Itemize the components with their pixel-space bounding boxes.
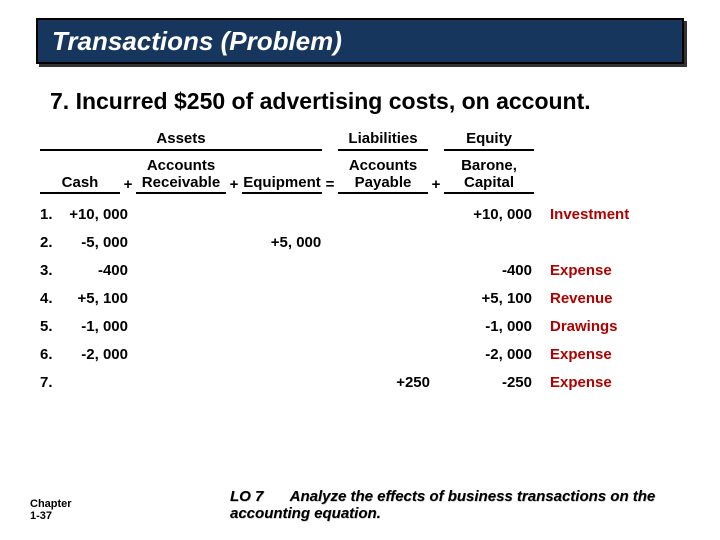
- section-liabilities: Liabilities: [338, 130, 428, 151]
- section-assets: Assets: [40, 130, 322, 151]
- chapter-label: Chapter 1-37: [30, 498, 72, 522]
- data-rows: 1. +10, 000 +10, 000 Investment 2. -5, 0…: [40, 200, 680, 396]
- accounting-table: Assets Liabilities Equity Cash + Account…: [40, 130, 680, 396]
- row-tag: Drawings: [538, 318, 626, 335]
- row-tag: Expense: [538, 374, 626, 391]
- op-plus: +: [226, 174, 242, 194]
- table-row: 7. +250 -250 Expense: [40, 368, 680, 396]
- row-num: 1.: [40, 206, 68, 223]
- row-num: 6.: [40, 346, 68, 363]
- footer: Chapter 1-37 LO 7 Analyze the effects of…: [30, 488, 690, 522]
- col-ap: Accounts Payable: [338, 155, 428, 194]
- col-equipment: Equipment: [242, 172, 322, 194]
- row-num: 7.: [40, 374, 68, 391]
- op-eq: =: [322, 174, 338, 194]
- row-num: 3.: [40, 262, 68, 279]
- cell-ap: +250: [352, 374, 442, 391]
- lo-number: LO 7: [230, 488, 286, 505]
- table-row: 3. -400 -400 Expense: [40, 256, 680, 284]
- column-header-row: Cash + Accounts Receivable + Equipment =…: [40, 155, 680, 194]
- cell-equip: +5, 000: [256, 234, 336, 251]
- table-row: 5. -1, 000 -1, 000 Drawings: [40, 312, 680, 340]
- cell-cap: +10, 000: [458, 206, 538, 223]
- op-plus: +: [120, 174, 136, 194]
- op-plus: +: [428, 174, 444, 194]
- cell-cap: -2, 000: [458, 346, 538, 363]
- cell-cash: +10, 000: [68, 206, 134, 223]
- row-tag: Revenue: [538, 290, 626, 307]
- table-row: 1. +10, 000 +10, 000 Investment: [40, 200, 680, 228]
- table-row: 2. -5, 000 +5, 000: [40, 228, 680, 256]
- col-ar: Accounts Receivable: [136, 155, 226, 194]
- cell-cap: -400: [458, 262, 538, 279]
- row-num: 4.: [40, 290, 68, 307]
- col-cash: Cash: [40, 172, 120, 194]
- col-capital: Barone, Capital: [444, 155, 534, 194]
- cell-cap: +5, 100: [458, 290, 538, 307]
- cell-cash: -1, 000: [68, 318, 134, 335]
- row-tag: Expense: [538, 346, 626, 363]
- cell-cash: -400: [68, 262, 134, 279]
- problem-statement: 7. Incurred $250 of advertising costs, o…: [50, 88, 591, 115]
- row-num: 2.: [40, 234, 68, 251]
- table-row: 6. -2, 000 -2, 000 Expense: [40, 340, 680, 368]
- row-tag: Investment: [538, 206, 626, 223]
- cell-cash: -2, 000: [68, 346, 134, 363]
- cell-cash: -5, 000: [68, 234, 134, 251]
- title-box: Transactions (Problem): [36, 18, 684, 64]
- section-equity: Equity: [444, 130, 534, 151]
- cell-cap: -1, 000: [458, 318, 538, 335]
- cell-cash: +5, 100: [68, 290, 134, 307]
- row-num: 5.: [40, 318, 68, 335]
- learning-objective: LO 7 Analyze the effects of business tra…: [230, 488, 690, 522]
- lo-text: Analyze the effects of business transact…: [230, 488, 655, 522]
- cell-cap: -250: [458, 374, 538, 391]
- section-header-row: Assets Liabilities Equity: [40, 130, 680, 151]
- table-row: 4. +5, 100 +5, 100 Revenue: [40, 284, 680, 312]
- row-tag: Expense: [538, 262, 626, 279]
- page-title: Transactions (Problem): [52, 26, 342, 57]
